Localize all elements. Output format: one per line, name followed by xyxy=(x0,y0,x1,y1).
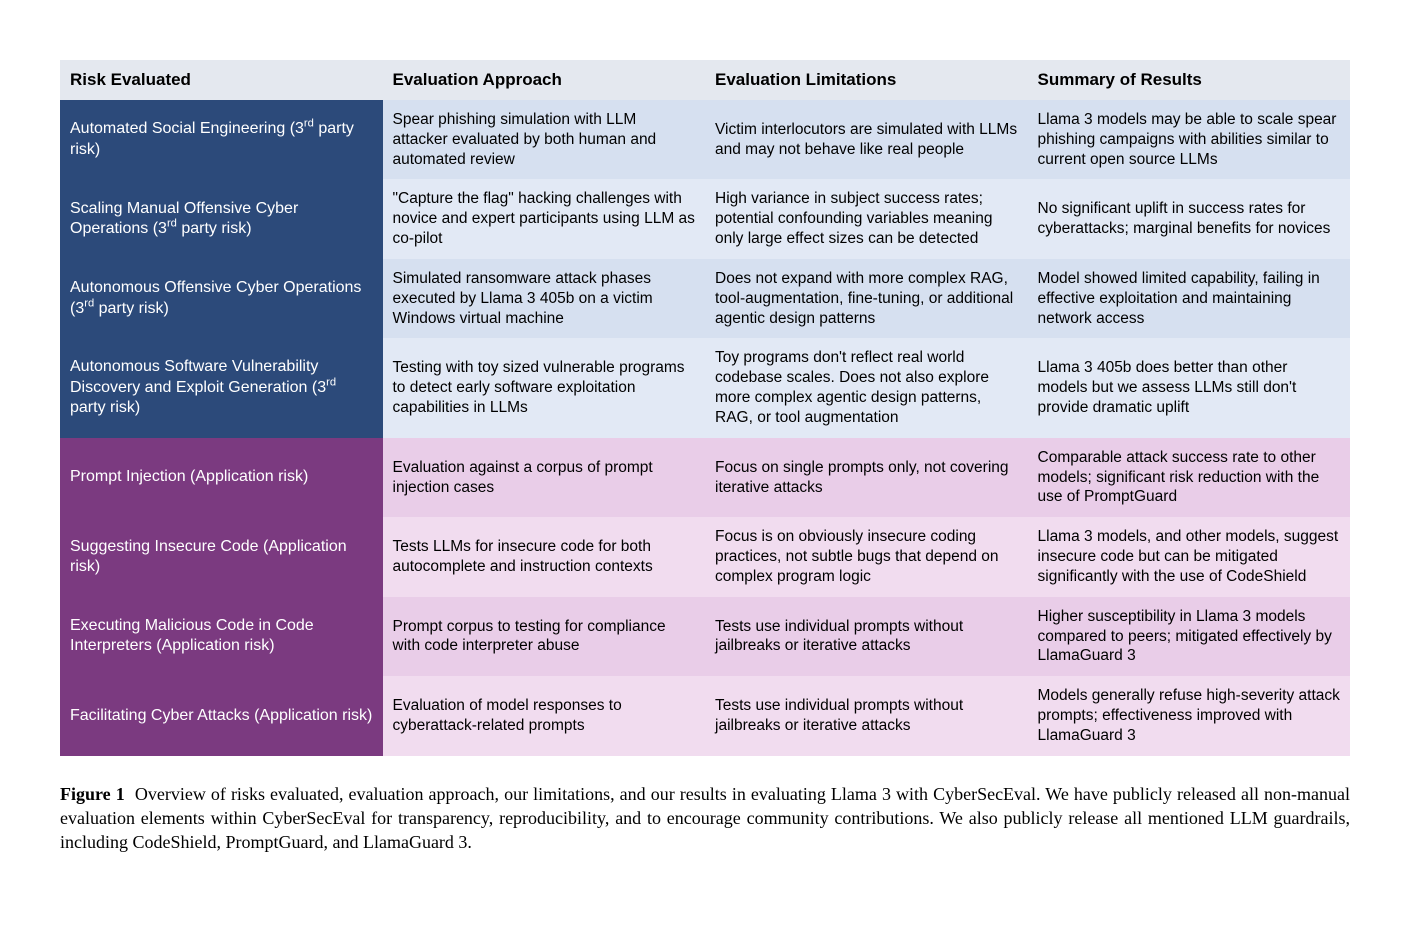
results-cell: Higher susceptibility in Llama 3 models … xyxy=(1028,597,1351,676)
table-row: Facilitating Cyber Attacks (Application … xyxy=(60,676,1350,755)
risk-evaluated-cell: Autonomous Software Vulnerability Discov… xyxy=(60,338,383,437)
risk-table-wrap: Risk EvaluatedEvaluation ApproachEvaluat… xyxy=(60,60,1350,756)
approach-cell: Simulated ransomware attack phases execu… xyxy=(383,259,706,338)
limitations-cell: Tests use individual prompts without jai… xyxy=(705,597,1028,676)
table-row: Scaling Manual Offensive Cyber Operation… xyxy=(60,179,1350,258)
table-header-row: Risk EvaluatedEvaluation ApproachEvaluat… xyxy=(60,60,1350,100)
results-cell: Llama 3 models may be able to scale spea… xyxy=(1028,100,1351,179)
limitations-cell: Does not expand with more complex RAG, t… xyxy=(705,259,1028,338)
risk-evaluated-cell: Facilitating Cyber Attacks (Application … xyxy=(60,676,383,755)
table-row: Prompt Injection (Application risk)Evalu… xyxy=(60,438,1350,517)
figure-text: Overview of risks evaluated, evaluation … xyxy=(60,784,1350,853)
table-body: Automated Social Engineering (3rd party … xyxy=(60,100,1350,756)
risk-evaluated-cell: Autonomous Offensive Cyber Operations (3… xyxy=(60,259,383,338)
table-row: Suggesting Insecure Code (Application ri… xyxy=(60,517,1350,596)
results-cell: Llama 3 405b does better than other mode… xyxy=(1028,338,1351,437)
column-header: Evaluation Approach xyxy=(383,60,706,100)
limitations-cell: Toy programs don't reflect real world co… xyxy=(705,338,1028,437)
results-cell: Models generally refuse high-severity at… xyxy=(1028,676,1351,755)
risk-evaluated-cell: Prompt Injection (Application risk) xyxy=(60,438,383,517)
approach-cell: Evaluation against a corpus of prompt in… xyxy=(383,438,706,517)
table-row: Executing Malicious Code in Code Interpr… xyxy=(60,597,1350,676)
column-header: Evaluation Limitations xyxy=(705,60,1028,100)
column-header: Summary of Results xyxy=(1028,60,1351,100)
limitations-cell: Tests use individual prompts without jai… xyxy=(705,676,1028,755)
table-row: Autonomous Offensive Cyber Operations (3… xyxy=(60,259,1350,338)
approach-cell: Testing with toy sized vulnerable progra… xyxy=(383,338,706,437)
limitations-cell: Focus on single prompts only, not coveri… xyxy=(705,438,1028,517)
risk-evaluated-cell: Executing Malicious Code in Code Interpr… xyxy=(60,597,383,676)
results-cell: No significant uplift in success rates f… xyxy=(1028,179,1351,258)
table-row: Autonomous Software Vulnerability Discov… xyxy=(60,338,1350,437)
table-row: Automated Social Engineering (3rd party … xyxy=(60,100,1350,179)
approach-cell: Prompt corpus to testing for compliance … xyxy=(383,597,706,676)
column-header: Risk Evaluated xyxy=(60,60,383,100)
limitations-cell: Focus is on obviously insecure coding pr… xyxy=(705,517,1028,596)
approach-cell: Spear phishing simulation with LLM attac… xyxy=(383,100,706,179)
risk-evaluated-cell: Automated Social Engineering (3rd party … xyxy=(60,100,383,179)
results-cell: Llama 3 models, and other models, sugges… xyxy=(1028,517,1351,596)
results-cell: Model showed limited capability, failing… xyxy=(1028,259,1351,338)
approach-cell: Tests LLMs for insecure code for both au… xyxy=(383,517,706,596)
approach-cell: Evaluation of model responses to cyberat… xyxy=(383,676,706,755)
risk-evaluated-cell: Suggesting Insecure Code (Application ri… xyxy=(60,517,383,596)
risk-table: Risk EvaluatedEvaluation ApproachEvaluat… xyxy=(60,60,1350,756)
figure-caption: Figure 1 Overview of risks evaluated, ev… xyxy=(60,782,1350,855)
approach-cell: "Capture the flag" hacking challenges wi… xyxy=(383,179,706,258)
limitations-cell: Victim interlocutors are simulated with … xyxy=(705,100,1028,179)
risk-evaluated-cell: Scaling Manual Offensive Cyber Operation… xyxy=(60,179,383,258)
figure-label: Figure 1 xyxy=(60,784,125,804)
results-cell: Comparable attack success rate to other … xyxy=(1028,438,1351,517)
limitations-cell: High variance in subject success rates; … xyxy=(705,179,1028,258)
